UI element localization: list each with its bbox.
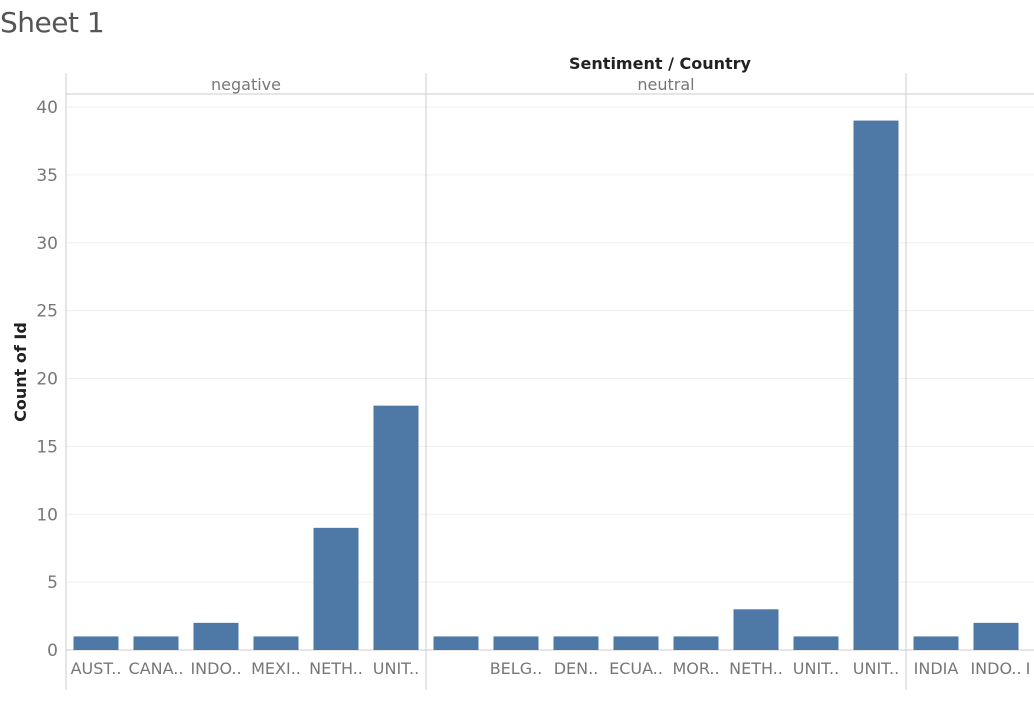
x-tick-label: UNIT.. (853, 659, 899, 678)
sheet-title: Sheet 1 (0, 6, 105, 39)
x-tick-label: INDIA (914, 659, 959, 678)
x-tick-label: I (1026, 659, 1031, 678)
x-tick-label: DEN.. (554, 659, 599, 678)
y-tick-label: 25 (36, 302, 58, 322)
bar-neutral-7 (853, 120, 899, 650)
x-tick-label: INDO.. (970, 659, 1021, 678)
y-tick-label: 30 (36, 234, 58, 254)
bar-neutral-0 (433, 636, 479, 650)
bar-negative-4 (313, 527, 359, 650)
bar-negative-2 (193, 622, 239, 650)
y-tick-label: 0 (47, 641, 58, 661)
bar-neutral-3 (613, 636, 659, 650)
panel-header-negative: negative (211, 75, 281, 94)
bar-negative-5 (373, 405, 419, 650)
y-tick-label: 5 (47, 573, 58, 593)
bar-negative-0 (73, 636, 119, 650)
x-tick-label: MOR.. (672, 659, 719, 678)
x-tick-label: ECUA.. (609, 659, 663, 678)
x-tick-label: MEXI.. (251, 659, 301, 678)
y-tick-label: 40 (36, 98, 58, 118)
x-tick-label: UNIT.. (373, 659, 419, 678)
bar-neutral-1 (493, 636, 539, 650)
bar-negative-3 (253, 636, 299, 650)
y-tick-label: 10 (36, 505, 58, 525)
y-tick-label: 35 (36, 166, 58, 186)
x-tick-label: NETH.. (729, 659, 783, 678)
y-tick-label: 15 (36, 437, 58, 457)
x-tick-label: UNIT.. (793, 659, 839, 678)
bar-negative-1 (133, 636, 179, 650)
bar-neutral-2 (553, 636, 599, 650)
x-tick-label: INDO.. (190, 659, 241, 678)
column-header: Sentiment / Country (569, 54, 752, 73)
bar-neutral-5 (733, 609, 779, 650)
bar-neutral-6 (793, 636, 839, 650)
bar-neutral-4 (673, 636, 719, 650)
y-axis-title: Count of Id (11, 322, 30, 422)
bar-panel2-1 (973, 622, 1019, 650)
panel-header-neutral: neutral (637, 75, 694, 94)
x-tick-label: AUST.. (71, 659, 122, 678)
x-tick-label: BELG.. (490, 659, 543, 678)
x-tick-label: NETH.. (309, 659, 363, 678)
y-tick-label: 20 (36, 370, 58, 390)
x-tick-label: CANA.. (129, 659, 184, 678)
bar-panel2-0 (913, 636, 959, 650)
